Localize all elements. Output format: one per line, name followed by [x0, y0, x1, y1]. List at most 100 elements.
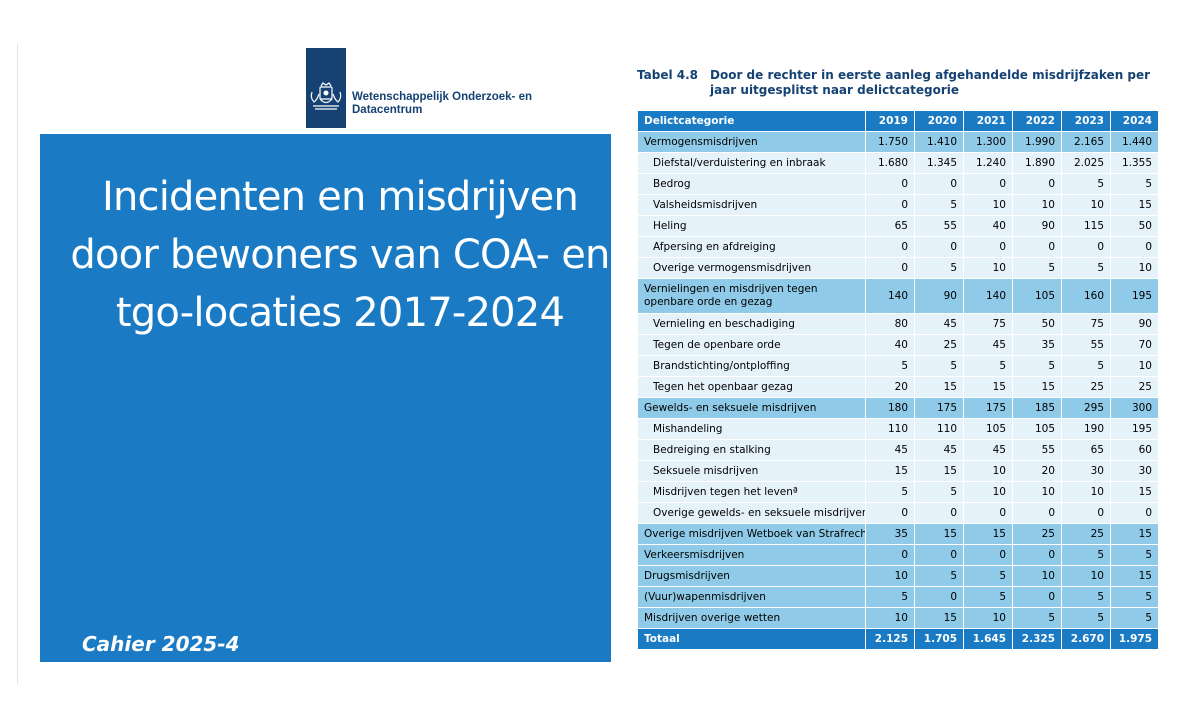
row-value: 2.165: [1061, 131, 1111, 153]
table-row: Brandstichting/ontploffing 5 5 5 5 5 10: [637, 355, 1159, 377]
row-value: 70: [1110, 334, 1159, 356]
row-value: 115: [1061, 215, 1111, 237]
row-label: Tegen de openbare orde: [637, 334, 866, 356]
row-value: 0: [865, 194, 915, 216]
row-value: 2.670: [1061, 628, 1111, 650]
row-value: 5: [1061, 544, 1111, 566]
column-header: 2020: [914, 110, 964, 132]
row-value: 1.410: [914, 131, 964, 153]
row-value: 10: [1061, 565, 1111, 587]
row-label: Afpersing en afdreiging: [637, 236, 866, 258]
row-value: 10: [1012, 481, 1062, 503]
coat-of-arms-icon: [310, 82, 342, 110]
row-value: 50: [1012, 313, 1062, 335]
row-value: 2.325: [1012, 628, 1062, 650]
row-value: 25: [1061, 523, 1111, 545]
table-row: Mishandeling 110 110 105 105 190 195: [637, 418, 1159, 440]
row-value: 5: [1012, 355, 1062, 377]
row-value: 15: [1110, 481, 1159, 503]
row-value: 5: [865, 586, 915, 608]
row-value: 30: [1110, 460, 1159, 482]
row-label: Seksuele misdrijven: [637, 460, 866, 482]
row-value: 45: [865, 439, 915, 461]
cover-series-label: Cahier 2025-4: [82, 632, 240, 656]
row-value: 110: [865, 418, 915, 440]
row-value: 5: [914, 257, 964, 279]
table-row: Heling 65 55 40 90 115 50: [637, 215, 1159, 237]
row-value: 195: [1110, 418, 1159, 440]
table-row: Bedreiging en stalking 45 45 45 55 65 60: [637, 439, 1159, 461]
row-label: Heling: [637, 215, 866, 237]
row-label: Drugsmisdrijven: [637, 565, 866, 587]
table-body: Vermogensmisdrijven 1.750 1.410 1.300 1.990 2…: [637, 131, 1159, 650]
row-value: 10: [963, 460, 1013, 482]
row-value: 195: [1110, 278, 1159, 314]
row-value: 5: [1061, 173, 1111, 195]
row-value: 10: [865, 607, 915, 629]
row-label: Vermogensmisdrijven: [637, 131, 866, 153]
table-caption: Tabel 4.8 Door de rechter in eerste aanl…: [637, 68, 1167, 98]
table-category-row: Gewelds- en seksuele misdrijven 180 175 175…: [637, 397, 1159, 419]
row-label: Gewelds- en seksuele misdrijven: [637, 397, 866, 419]
row-value: 0: [1012, 586, 1062, 608]
row-value: 5: [963, 586, 1013, 608]
row-value: 15: [914, 607, 964, 629]
row-value: 0: [914, 236, 964, 258]
row-value: 2.025: [1061, 152, 1111, 174]
column-header: 2022: [1012, 110, 1062, 132]
report-cover: Incidenten en misdrijven door bewoners v…: [40, 134, 611, 662]
row-label: Valsheidsmisdrijven: [637, 194, 866, 216]
row-value: 0: [865, 502, 915, 524]
table-category-row: Drugsmisdrijven 10 5 5 10 10 15: [637, 565, 1159, 587]
row-value: 0: [1061, 502, 1111, 524]
row-value: 10: [1061, 194, 1111, 216]
row-value: 1.990: [1012, 131, 1062, 153]
row-value: 45: [914, 313, 964, 335]
table-category-row: Misdrijven overige wetten 10 15 10 5 5 5: [637, 607, 1159, 629]
row-value: 5: [1012, 257, 1062, 279]
row-value: 15: [1110, 194, 1159, 216]
row-value: 10: [1012, 194, 1062, 216]
row-value: 5: [914, 565, 964, 587]
column-header: 2023: [1061, 110, 1111, 132]
table-category-row: Verkeersmisdrijven 0 0 0 0 5 5: [637, 544, 1159, 566]
cover-title-line: door bewoners van COA- en: [70, 232, 610, 278]
row-value: 5: [914, 355, 964, 377]
row-value: 1.240: [963, 152, 1013, 174]
table-row: Seksuele misdrijven 15 15 10 20 30 30: [637, 460, 1159, 482]
row-label: Bedrog: [637, 173, 866, 195]
organization-name-line2: Datacentrum: [352, 104, 423, 116]
row-value: 60: [1110, 439, 1159, 461]
table-header-row: Delictcategorie 2019 2020 2021 2022 2023…: [637, 110, 1159, 132]
row-value: 0: [963, 236, 1013, 258]
row-value: 5: [1061, 355, 1111, 377]
row-value: 1.345: [914, 152, 964, 174]
row-value: 1.300: [963, 131, 1013, 153]
row-value: 15: [1110, 565, 1159, 587]
row-value: 30: [1061, 460, 1111, 482]
row-value: 25: [914, 334, 964, 356]
row-value: 15: [1110, 523, 1159, 545]
row-value: 0: [865, 544, 915, 566]
row-value: 1.890: [1012, 152, 1062, 174]
table-row: Overige vermogensmisdrijven 0 5 10 5 5 10: [637, 257, 1159, 279]
row-value: 10: [963, 257, 1013, 279]
row-label: Diefstal/verduistering en inbraak: [637, 152, 866, 174]
row-value: 175: [914, 397, 964, 419]
row-value: 190: [1061, 418, 1111, 440]
table-row: Bedrog 0 0 0 0 5 5: [637, 173, 1159, 195]
row-value: 10: [963, 194, 1013, 216]
table-row: Afpersing en afdreiging 0 0 0 0 0 0: [637, 236, 1159, 258]
row-value: 10: [963, 607, 1013, 629]
row-value: 5: [1012, 607, 1062, 629]
row-value: 5: [865, 355, 915, 377]
row-value: 0: [1012, 173, 1062, 195]
row-value: 5: [1110, 586, 1159, 608]
row-value: 1.355: [1110, 152, 1159, 174]
row-value: 90: [1110, 313, 1159, 335]
table-number: Tabel 4.8: [637, 68, 699, 82]
row-label: Bedreiging en stalking: [637, 439, 866, 461]
row-value: 5: [963, 355, 1013, 377]
cover-title: Incidenten en misdrijven door bewoners v…: [40, 168, 640, 342]
row-label: Tegen het openbaar gezag: [637, 376, 866, 398]
